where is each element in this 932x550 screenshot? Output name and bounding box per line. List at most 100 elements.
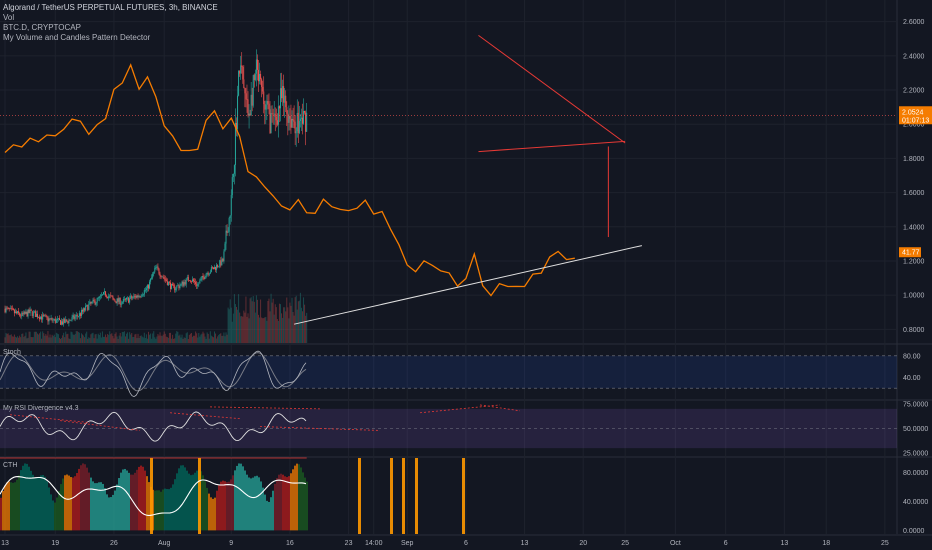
volume-bar bbox=[218, 334, 220, 343]
volume-bar bbox=[162, 334, 164, 343]
volume-bar bbox=[33, 331, 35, 343]
candle-body bbox=[225, 230, 227, 244]
candle-body bbox=[261, 79, 263, 87]
candle-body bbox=[249, 113, 251, 116]
volume-bar bbox=[51, 334, 53, 343]
oscillator-pane[interactable] bbox=[0, 457, 465, 534]
volume-bar bbox=[9, 334, 11, 343]
osc-bar bbox=[120, 472, 122, 531]
stoch-pane[interactable] bbox=[0, 350, 897, 398]
time-axis[interactable]: 13 19 26 Aug 9 16 23 14:00 Sep 6 13 20 25 Oct 6 13 18 25 bbox=[0, 534, 932, 547]
volume-bar bbox=[126, 333, 128, 343]
volume-bar bbox=[207, 333, 209, 343]
candle-body bbox=[89, 301, 91, 305]
osc-bar bbox=[66, 474, 68, 531]
drawing-tools[interactable] bbox=[0, 34, 897, 325]
volume-bar bbox=[274, 304, 276, 343]
rsi-line bbox=[0, 411, 307, 442]
osc-bar bbox=[252, 477, 254, 531]
candle-body bbox=[131, 296, 133, 299]
volume-bar bbox=[34, 331, 36, 343]
volume-bar bbox=[133, 336, 135, 343]
candle-body bbox=[193, 279, 195, 282]
candle-body bbox=[221, 258, 223, 266]
volume-bar bbox=[290, 305, 292, 343]
osc-bar bbox=[220, 481, 222, 531]
osc-bar bbox=[160, 491, 162, 531]
volume-bar bbox=[22, 333, 24, 343]
volume-bar bbox=[181, 334, 183, 343]
candle-body bbox=[126, 297, 128, 300]
candle-body bbox=[257, 69, 259, 82]
candle-body bbox=[299, 118, 301, 122]
candle-body bbox=[229, 215, 231, 219]
osc-bar bbox=[174, 479, 176, 531]
candle-body bbox=[282, 86, 284, 99]
volume-bar bbox=[299, 292, 301, 343]
volume-bar bbox=[10, 334, 12, 343]
volume-bar bbox=[234, 304, 236, 343]
candle-body bbox=[86, 304, 88, 306]
candle-body bbox=[200, 278, 202, 281]
candle-body bbox=[151, 277, 153, 279]
volume-bar bbox=[150, 333, 152, 343]
volume-bar bbox=[296, 309, 298, 343]
volume-bar bbox=[227, 307, 229, 343]
osc-bar bbox=[154, 490, 156, 531]
volume-bar bbox=[288, 318, 290, 343]
volume-bar bbox=[183, 337, 185, 343]
volume-bar bbox=[55, 332, 57, 343]
rsi-tick-label: 25.0000 bbox=[903, 451, 928, 458]
volume-bar bbox=[253, 301, 255, 343]
volume-bar bbox=[152, 333, 154, 343]
candle-body bbox=[10, 308, 12, 309]
stoch-label: Stoch bbox=[3, 349, 21, 356]
volume-bar bbox=[124, 336, 126, 343]
candle-body bbox=[84, 308, 86, 311]
osc-bar bbox=[12, 482, 14, 531]
candle-body bbox=[60, 320, 62, 325]
osc-bar bbox=[256, 475, 258, 531]
osc-bar bbox=[210, 497, 212, 531]
candle-body bbox=[61, 321, 63, 325]
candle-body bbox=[268, 103, 270, 110]
candle-body bbox=[170, 282, 172, 290]
osc-bar bbox=[0, 497, 2, 531]
candle-body bbox=[297, 112, 299, 134]
volume-bar bbox=[39, 333, 41, 343]
volume-bar bbox=[88, 337, 90, 343]
volume-bar bbox=[142, 337, 144, 343]
candle-body bbox=[156, 266, 158, 268]
rsi-pane[interactable] bbox=[0, 404, 897, 449]
osc-signal-bar bbox=[358, 458, 361, 534]
osc-bar bbox=[44, 476, 46, 531]
volume-bar bbox=[189, 333, 191, 343]
candle-body bbox=[190, 281, 192, 283]
osc-bar bbox=[62, 478, 64, 531]
osc-bar bbox=[68, 475, 70, 531]
candle-body bbox=[187, 277, 189, 281]
volume-bar bbox=[12, 336, 14, 343]
price-axis[interactable]: 2.6000 2.4000 2.2000 2.0000 1.8000 1.6000 1.40… bbox=[903, 19, 928, 535]
candle-body bbox=[65, 319, 67, 323]
candle-body bbox=[230, 195, 232, 216]
volume-bar bbox=[177, 331, 179, 343]
candle-body bbox=[105, 291, 107, 296]
candle-body bbox=[294, 121, 296, 134]
candle-body bbox=[27, 309, 29, 317]
volume-bar bbox=[48, 337, 50, 343]
candle-body bbox=[178, 285, 180, 289]
candle-body bbox=[56, 319, 58, 320]
candle-body bbox=[283, 86, 285, 103]
volume-bar bbox=[182, 338, 184, 343]
volume-bar bbox=[267, 300, 269, 343]
candle-body bbox=[157, 266, 159, 269]
volume-bar bbox=[202, 331, 204, 343]
candle-body bbox=[128, 297, 130, 303]
osc-bar bbox=[146, 476, 148, 531]
volume-bar bbox=[145, 334, 147, 343]
volume-bar bbox=[184, 337, 186, 343]
osc-bar bbox=[54, 502, 56, 531]
volume-bar bbox=[120, 336, 122, 343]
